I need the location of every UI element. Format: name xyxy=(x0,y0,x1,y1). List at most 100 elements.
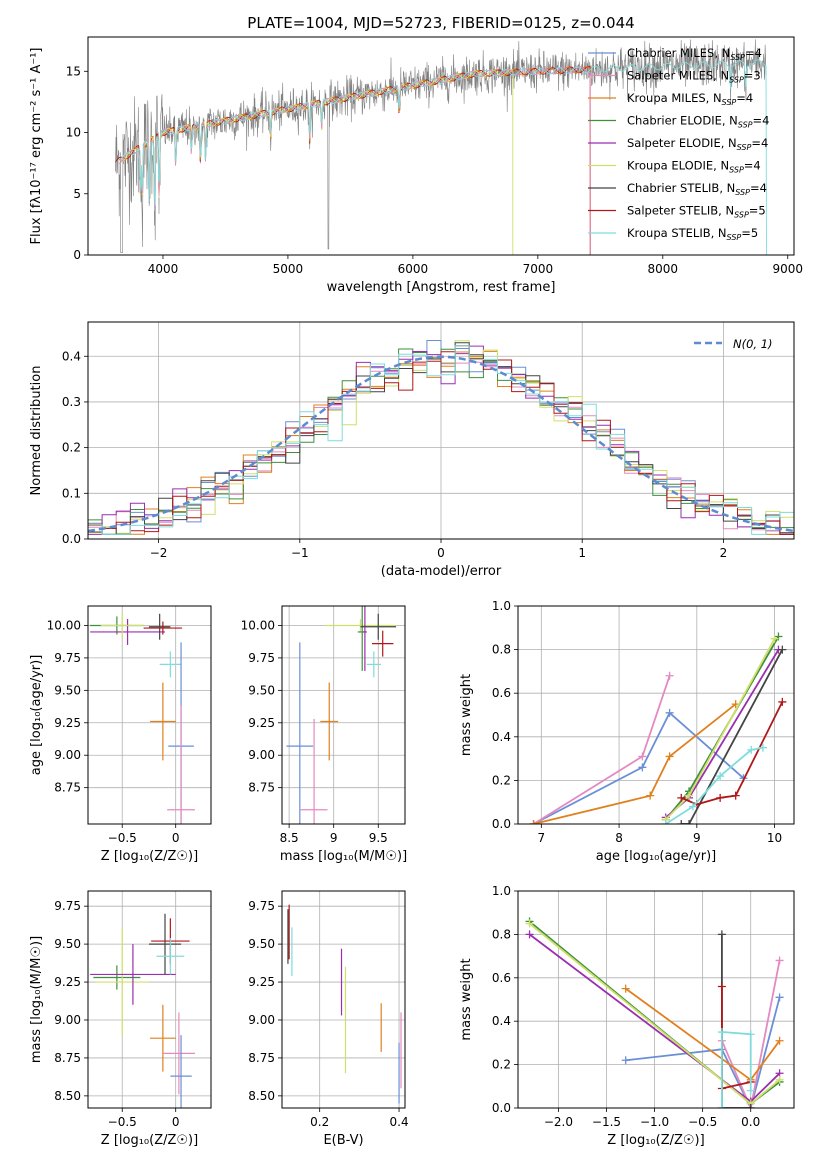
plot-area xyxy=(518,606,794,824)
axes-frame xyxy=(281,605,406,825)
y-tick-label: 15 xyxy=(66,64,81,78)
y-tick-label: 9.00 xyxy=(54,1013,81,1027)
series-marker xyxy=(778,697,787,706)
legend-value: =4 xyxy=(745,46,762,60)
series-marker xyxy=(525,930,534,939)
model-spectrum xyxy=(118,66,591,255)
x-tick-label: 10 xyxy=(767,831,782,845)
y-tick-label: 9.50 xyxy=(248,937,275,951)
x-tick-label: 9000 xyxy=(772,262,803,276)
plot-area xyxy=(282,891,405,1108)
legend-subscript: SSP xyxy=(730,53,745,62)
series-marker xyxy=(677,820,686,824)
y-tick-label: 9.50 xyxy=(248,683,275,697)
y-tick-label: 0.2 xyxy=(62,441,81,455)
series-line xyxy=(721,1031,752,1108)
x-tick-label: 0 xyxy=(437,546,445,560)
axes-mass-vs-Z: −0.5 0 8.50 8.75 9.00 9.25 9.50 9.75 Z [log₁₀(Z/… xyxy=(29,890,212,1148)
legend-name: Kroupa STELIB, N xyxy=(627,226,727,240)
series-marker xyxy=(775,956,784,965)
axes-frame xyxy=(281,890,406,1109)
y-tick-label: 0.4 xyxy=(492,730,511,744)
series-marker xyxy=(717,930,726,939)
series-marker xyxy=(525,919,534,928)
y-tick-label: 9.00 xyxy=(248,748,275,762)
series-line xyxy=(625,997,781,1108)
y-tick-label: 8.75 xyxy=(248,781,275,795)
legend-value: =4 xyxy=(750,181,767,195)
legend-name: Salpeter ELODIE, N xyxy=(627,136,737,150)
y-axis-label: mass weight xyxy=(459,958,474,1040)
y-tick-label: 9.00 xyxy=(248,1013,275,1027)
plot-area xyxy=(88,322,794,539)
legend-value: =4 xyxy=(736,91,753,105)
y-tick-label: 10.00 xyxy=(241,618,275,632)
axes-frame xyxy=(517,890,795,1109)
legend-subscript: SSP xyxy=(734,211,749,220)
y-tick-label: 1.0 xyxy=(492,884,511,898)
series-line xyxy=(721,960,781,1108)
series-line xyxy=(533,711,745,824)
errorbar-point xyxy=(363,606,367,671)
series-marker xyxy=(716,793,725,802)
legend-name: Salpeter MILES, N xyxy=(627,69,729,83)
x-axis-label: age [log₁₀(age/yr)] xyxy=(596,849,717,864)
axes-frame xyxy=(87,890,212,1109)
errorbar-point xyxy=(148,613,171,640)
y-tick-label: 0.4 xyxy=(492,1014,511,1028)
x-tick-label: 0.4 xyxy=(390,1115,409,1129)
y-tick-label: 8.50 xyxy=(248,1089,275,1103)
y-tick-label: 9.25 xyxy=(248,716,275,730)
series-marker xyxy=(665,708,674,717)
series-marker xyxy=(731,791,740,800)
errorbar-point xyxy=(320,682,339,761)
y-axis-label: Normed distribution xyxy=(29,366,44,496)
x-tick-label: 8000 xyxy=(648,262,679,276)
y-tick-label: 9.50 xyxy=(54,937,81,951)
y-tick-label: 8.75 xyxy=(54,1051,81,1065)
series-marker xyxy=(621,984,630,993)
legend-name: Kroupa ELODIE, N xyxy=(627,159,729,173)
y-tick-label: 9.75 xyxy=(248,651,275,665)
histogram-step xyxy=(88,340,794,535)
axes-frame xyxy=(87,36,795,256)
y-tick-label: 0.3 xyxy=(62,395,81,409)
y-axis-label: Flux [fλ10⁻¹⁷ erg cm⁻² s⁻¹ A⁻¹] xyxy=(29,48,44,245)
legend-entry: Salpeter ELODIE, NSSP=4 xyxy=(627,136,768,152)
legend-value: =4 xyxy=(744,159,761,173)
x-axis-label: mass [log₁₀(M/M☉)] xyxy=(280,849,407,864)
legend-entry: Kroupa MILES, NSSP=4 xyxy=(627,91,753,107)
y-tick-label: 8.75 xyxy=(248,1051,275,1065)
y-tick-label: 9.25 xyxy=(54,975,81,989)
y-tick-label: 0.8 xyxy=(492,927,511,941)
y-tick-label: 0.0 xyxy=(492,1101,511,1115)
y-axis-label: mass weight xyxy=(459,674,474,756)
x-axis-label: wavelength [Angstrom, rest frame] xyxy=(327,280,556,295)
axes-mass-weight-vs-Z: −2.0 −1.5 −1.0 −0.5 0.0 0.0 0.2 0.4 0.6 0.8 1.0 Z [… xyxy=(459,884,795,1148)
y-axis-label: age [log₁₀(age/yr)] xyxy=(29,655,44,776)
series-marker xyxy=(717,1104,726,1108)
series-line xyxy=(681,649,784,824)
x-axis-label: Z [log₁₀(Z/Z☉)] xyxy=(101,1133,198,1148)
series-marker xyxy=(677,793,686,802)
series xyxy=(529,700,740,824)
legend-name: Chabrier STELIB, N xyxy=(627,181,735,195)
axes-mass-vs-EBV: 0.2 0.4 8.50 8.75 9.00 9.25 9.50 9.75 E(B-V) xyxy=(248,890,409,1148)
series-marker xyxy=(746,1104,755,1108)
series-marker xyxy=(778,645,787,654)
histogram-step xyxy=(88,345,794,535)
x-axis-label: E(B-V) xyxy=(323,1133,363,1148)
x-tick-label: 8 xyxy=(615,831,623,845)
errorbar-point xyxy=(143,621,183,635)
x-tick-label: 9.5 xyxy=(369,831,388,845)
x-tick-label: −2 xyxy=(150,546,168,560)
series-marker xyxy=(770,634,779,643)
series-marker xyxy=(638,752,647,761)
y-tick-label: 9.25 xyxy=(248,975,275,989)
x-tick-label: 6000 xyxy=(398,262,429,276)
errorbar-point xyxy=(300,718,328,824)
series-marker xyxy=(621,1056,630,1065)
errorbar-point xyxy=(162,1012,195,1095)
series-line xyxy=(533,703,737,824)
y-tick-label: 0.0 xyxy=(62,532,81,546)
